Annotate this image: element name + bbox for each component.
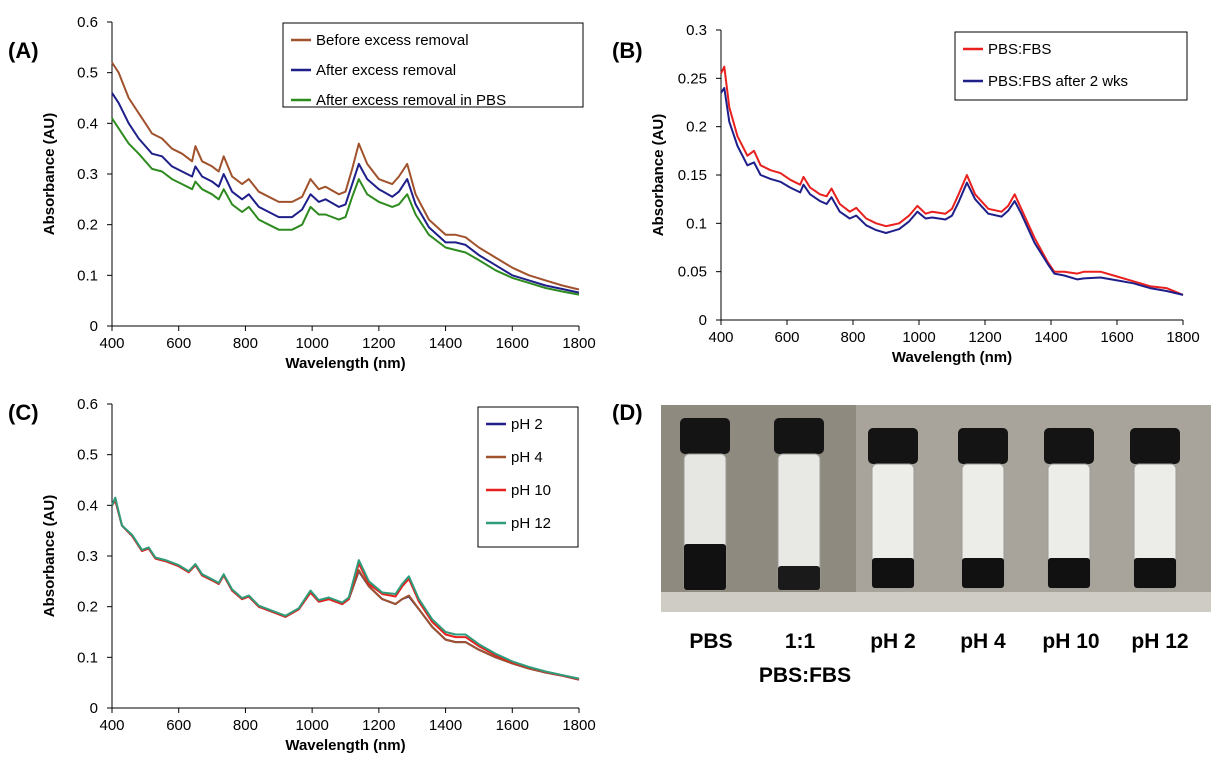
x-tick-label-c: 1200 bbox=[362, 717, 395, 734]
x-tick-label-a: 1400 bbox=[429, 335, 462, 352]
y-tick-label-a: 0.1 bbox=[77, 267, 98, 284]
vial-ph4 bbox=[958, 428, 1008, 589]
vial-label-pbs-fbs: PBS:FBS bbox=[759, 664, 851, 687]
series-line-a-3 bbox=[111, 117, 580, 296]
x-tick-label-c: 800 bbox=[233, 717, 258, 734]
vial-ph2 bbox=[868, 428, 918, 589]
x-tick-label-a: 400 bbox=[99, 335, 124, 352]
y-tick-label-a: 0.6 bbox=[77, 14, 98, 31]
x-tick-label-a: 1600 bbox=[496, 335, 529, 352]
y-axis-title-a: Absorbance (AU) bbox=[41, 113, 58, 236]
chart-panel-b: (B) 400 600 800 1000 1200 1400 1600 1800 0 0.05 0.… bbox=[612, 22, 1200, 366]
series-line-b-2 bbox=[720, 87, 1184, 296]
y-tick-label-b: 0.05 bbox=[678, 264, 707, 281]
panel-label-a: (A) bbox=[8, 38, 39, 63]
legend-label-c-3: pH 10 bbox=[511, 482, 551, 499]
x-axis-title-b: Wavelength (nm) bbox=[892, 349, 1012, 366]
x-tick-label-a: 600 bbox=[166, 335, 191, 352]
y-tick-label-a: 0 bbox=[90, 318, 98, 335]
y-tick-label-b: 0.2 bbox=[686, 119, 707, 136]
y-tick-label-c: 0.3 bbox=[77, 548, 98, 565]
y-tick-label-c: 0.1 bbox=[77, 649, 98, 666]
chart-panel-a: (A) 400 600 800 1000 1200 1400 1600 1800 0 0.1 0.2… bbox=[8, 14, 596, 372]
photo-bench-surface bbox=[661, 592, 1211, 612]
x-tick-label-a: 1000 bbox=[295, 335, 328, 352]
panel-label-b: (B) bbox=[612, 38, 643, 63]
vial-label-pbs: PBS bbox=[689, 630, 732, 653]
x-axis-title-a: Wavelength (nm) bbox=[285, 355, 405, 372]
series-line-c-4 bbox=[111, 496, 580, 680]
y-tick-label-b: 0.3 bbox=[686, 22, 707, 39]
x-tick-label-b: 1200 bbox=[968, 329, 1001, 346]
vial-pbs-fbs bbox=[774, 418, 824, 591]
x-tick-label-b: 1400 bbox=[1034, 329, 1067, 346]
x-tick-label-c: 1000 bbox=[295, 717, 328, 734]
legend-box-b bbox=[954, 31, 1188, 101]
series-line-b-1 bbox=[720, 65, 1184, 296]
y-tick-label-c: 0.4 bbox=[77, 497, 98, 514]
x-tick-label-c: 400 bbox=[99, 717, 124, 734]
x-tick-label-b: 1000 bbox=[902, 329, 935, 346]
y-tick-label-c: 0 bbox=[90, 700, 98, 717]
series-line-a-1 bbox=[111, 61, 580, 291]
x-tick-label-c: 600 bbox=[166, 717, 191, 734]
x-tick-label-c: 1400 bbox=[429, 717, 462, 734]
x-tick-label-b: 600 bbox=[774, 329, 799, 346]
vial-label-ratio: 1:1 bbox=[785, 630, 816, 653]
x-tick-label-b: 400 bbox=[708, 329, 733, 346]
legend-label-b-2: PBS:FBS after 2 wks bbox=[988, 73, 1128, 90]
vial-label-ph2: pH 2 bbox=[870, 630, 916, 653]
x-tick-label-b: 1800 bbox=[1166, 329, 1199, 346]
vial-ph12 bbox=[1130, 428, 1180, 589]
y-tick-label-a: 0.4 bbox=[77, 115, 98, 132]
y-tick-label-a: 0.5 bbox=[77, 65, 98, 82]
x-tick-label-c: 1800 bbox=[562, 717, 595, 734]
series-line-a-2 bbox=[111, 92, 580, 294]
vial-label-ph12: pH 12 bbox=[1131, 630, 1188, 653]
legend-label-a-3: After excess removal in PBS bbox=[316, 92, 506, 109]
y-axis-title-b: Absorbance (AU) bbox=[650, 114, 667, 237]
y-tick-label-b: 0.15 bbox=[678, 167, 707, 184]
y-tick-label-b: 0.25 bbox=[678, 70, 707, 87]
x-tick-label-a: 1800 bbox=[562, 335, 595, 352]
y-tick-label-a: 0.2 bbox=[77, 217, 98, 234]
y-tick-label-b: 0 bbox=[699, 312, 707, 329]
vial-label-ph4: pH 4 bbox=[960, 630, 1006, 653]
vial-label-ph10: pH 10 bbox=[1042, 630, 1099, 653]
legend-box-a bbox=[282, 22, 584, 108]
x-axis-title-c: Wavelength (nm) bbox=[285, 737, 405, 754]
chart-panel-c: (C) 400 600 800 1000 1200 1400 1600 1800 0 0.1 0.2… bbox=[8, 396, 596, 754]
x-tick-label-b: 800 bbox=[840, 329, 865, 346]
x-tick-label-c: 1600 bbox=[496, 717, 529, 734]
y-tick-label-c: 0.6 bbox=[77, 396, 98, 413]
panel-label-c: (C) bbox=[8, 400, 39, 425]
legend-label-b-1: PBS:FBS bbox=[988, 41, 1051, 58]
y-tick-label-c: 0.5 bbox=[77, 447, 98, 464]
x-tick-label-a: 800 bbox=[233, 335, 258, 352]
y-tick-label-b: 0.1 bbox=[686, 215, 707, 232]
y-axis-title-c: Absorbance (AU) bbox=[41, 495, 58, 618]
legend-label-a-1: Before excess removal bbox=[316, 32, 469, 49]
x-tick-label-b: 1600 bbox=[1100, 329, 1133, 346]
legend-label-a-2: After excess removal bbox=[316, 62, 456, 79]
y-tick-label-a: 0.3 bbox=[77, 166, 98, 183]
legend-label-c-1: pH 2 bbox=[511, 416, 543, 433]
vial-pbs bbox=[680, 418, 730, 591]
legend-label-c-2: pH 4 bbox=[511, 449, 543, 466]
vial-ph10 bbox=[1044, 428, 1094, 589]
x-tick-label-a: 1200 bbox=[362, 335, 395, 352]
photo-panel-d: (D) bbox=[612, 400, 1211, 687]
legend-label-c-4: pH 12 bbox=[511, 515, 551, 532]
panel-label-d: (D) bbox=[612, 400, 643, 425]
y-tick-label-c: 0.2 bbox=[77, 599, 98, 616]
